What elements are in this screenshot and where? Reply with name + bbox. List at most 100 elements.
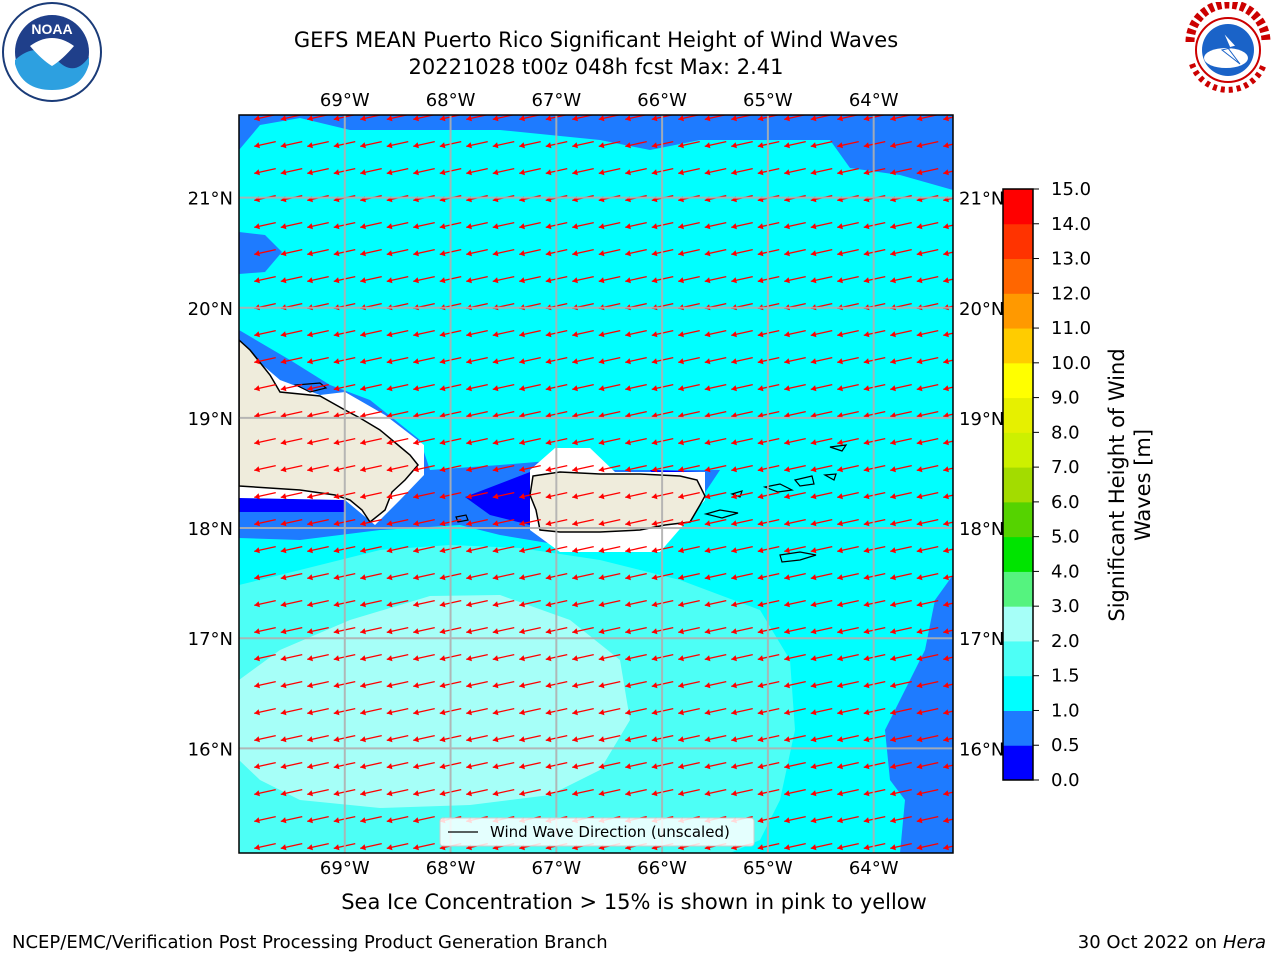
wave-direction-arrow	[943, 709, 953, 716]
wave-direction-arrow	[280, 329, 303, 338]
wave-direction-arrow	[943, 169, 953, 176]
wave-direction-arrow	[598, 383, 621, 392]
lat-label: 19°N	[959, 409, 1004, 430]
wave-direction-arrow	[890, 626, 912, 635]
wave-direction-arrow	[307, 626, 329, 635]
wave-direction-arrow	[466, 221, 488, 230]
wave-direction-arrow	[280, 491, 303, 500]
wave-direction-arrow	[837, 734, 859, 743]
wave-direction-arrow	[280, 626, 303, 635]
wave-direction-arrow	[837, 653, 859, 662]
wave-direction-arrow	[837, 626, 859, 635]
wave-direction-arrow	[492, 221, 515, 230]
wave-direction-arrow	[466, 788, 488, 797]
wave-direction-arrow	[360, 545, 382, 554]
wave-direction-arrow	[810, 545, 833, 554]
wave-direction-arrow	[810, 815, 833, 824]
wave-direction-arrow	[837, 383, 859, 392]
lat-label: 19°N	[188, 409, 233, 430]
wave-direction-arrow	[280, 707, 303, 716]
noaa-logo: NOAA	[2, 2, 102, 102]
wave-direction-arrow	[519, 707, 541, 716]
wave-direction-arrow	[625, 761, 647, 770]
lat-label: 17°N	[959, 629, 1004, 650]
wave-direction-arrow	[572, 734, 594, 743]
colorbar-bin	[1003, 467, 1033, 503]
lat-label: 16°N	[959, 739, 1004, 760]
wave-direction-arrow	[598, 518, 621, 527]
wave-direction-arrow	[572, 140, 594, 149]
wave-direction-arrow	[572, 410, 594, 419]
wave-direction-arrow	[360, 518, 382, 527]
wave-direction-arrow	[784, 464, 806, 473]
wave-direction-arrow	[916, 329, 939, 338]
wave-direction-arrow	[890, 815, 912, 824]
wave-direction-arrow	[492, 653, 515, 662]
wave-direction-arrow	[890, 491, 912, 500]
wave-direction-arrow	[466, 248, 488, 257]
wave-direction-arrow	[916, 437, 939, 446]
wave-direction-arrow	[890, 572, 912, 581]
wave-direction-arrow	[784, 707, 806, 716]
wave-direction-arrow	[731, 707, 753, 716]
wave-direction-arrow	[731, 167, 753, 176]
wave-direction-arrow	[625, 383, 647, 392]
lat-label: 18°N	[188, 519, 233, 540]
wave-direction-arrow	[413, 410, 435, 419]
wave-direction-arrow	[572, 221, 594, 230]
wave-direction-arrow	[598, 572, 621, 581]
wave-direction-arrow	[731, 653, 753, 662]
wave-direction-arrow	[784, 140, 806, 149]
wave-direction-arrow	[492, 464, 515, 473]
wave-direction-arrow	[810, 599, 833, 608]
colorbar-bin	[1003, 640, 1033, 677]
wave-direction-arrow	[254, 842, 276, 851]
wave-direction-arrow	[519, 464, 541, 473]
wave-direction-arrow	[360, 140, 382, 149]
wave-direction-arrow	[784, 842, 806, 851]
wave-direction-arrow	[413, 761, 435, 770]
wave-direction-arrow	[466, 167, 488, 176]
wave-direction-arrow	[890, 734, 912, 743]
wave-direction-arrow	[360, 356, 382, 365]
wave-direction-arrow	[386, 842, 409, 851]
wave-direction-arrow	[386, 140, 409, 149]
wave-direction-arrow	[916, 491, 939, 500]
wave-direction-arrow	[307, 572, 329, 581]
wave-direction-arrow	[307, 545, 329, 554]
colorbar-tick-label: 9.0	[1051, 388, 1080, 409]
wave-direction-arrow	[916, 545, 939, 554]
wave-direction-arrow	[386, 329, 409, 338]
wave-direction-arrow	[731, 626, 753, 635]
wave-direction-arrow	[625, 545, 647, 554]
colorbar-bin	[1003, 501, 1033, 538]
wave-direction-arrow	[810, 356, 833, 365]
wave-direction-arrow	[784, 815, 806, 824]
wave-direction-arrow	[943, 844, 953, 851]
wave-direction-arrow	[810, 437, 833, 446]
wave-direction-arrow	[916, 734, 939, 743]
wave-direction-arrow	[704, 248, 727, 257]
wave-direction-arrow	[916, 626, 939, 635]
wave-direction-arrow	[413, 545, 435, 554]
wave-direction-arrow	[837, 599, 859, 608]
wave-direction-arrow	[810, 491, 833, 500]
sea-ice-note: Sea Ice Concentration > 15% is shown in …	[341, 890, 927, 914]
lat-label: 21°N	[959, 189, 1004, 210]
wave-direction-arrow	[625, 653, 647, 662]
wave-direction-arrow	[386, 545, 409, 554]
wave-direction-arrow	[837, 437, 859, 446]
footer-credit: NCEP/EMC/Verification Post Processing Pr…	[12, 932, 608, 953]
wave-direction-arrow	[784, 329, 806, 338]
wave-direction-arrow	[784, 734, 806, 743]
wave-direction-arrow	[943, 223, 953, 230]
wave-direction-arrow	[943, 493, 953, 500]
svg-text:NOAA: NOAA	[31, 21, 72, 37]
colorbar-tick-label: 4.0	[1051, 561, 1080, 582]
wave-direction-arrow	[731, 599, 753, 608]
colorbar-bin	[1003, 606, 1033, 642]
wave-direction-arrow	[572, 653, 594, 662]
wave-direction-arrow	[413, 329, 435, 338]
wave-direction-arrow	[704, 761, 727, 770]
wave-direction-arrow	[943, 763, 953, 770]
